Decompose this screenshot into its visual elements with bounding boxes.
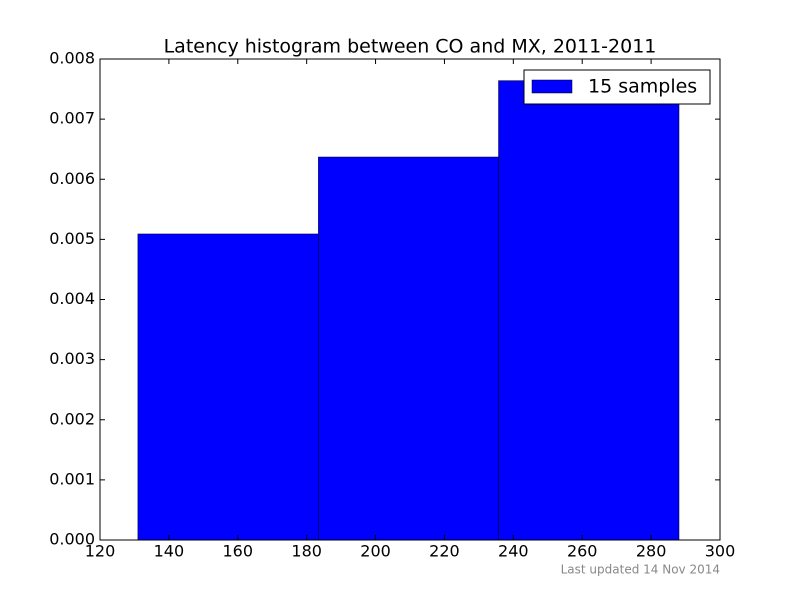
x-tick-label: 140 <box>154 542 185 561</box>
y-tick-label: 0.007 <box>49 109 95 128</box>
x-tick-label: 160 <box>223 542 254 561</box>
x-tick-label: 280 <box>636 542 667 561</box>
y-tick-label: 0.008 <box>49 49 95 68</box>
x-tick-label: 260 <box>567 542 598 561</box>
y-tick-label: 0.001 <box>49 469 95 488</box>
y-tick-label: 0.004 <box>49 289 95 308</box>
bar <box>318 156 499 541</box>
y-tick-label: 0.000 <box>49 530 95 549</box>
legend-label: 15 samples <box>588 76 697 98</box>
x-tick-label: 200 <box>360 542 391 561</box>
x-tick-label: 220 <box>429 542 460 561</box>
y-tick-label: 0.002 <box>49 409 95 428</box>
bar <box>137 233 319 541</box>
x-tick-label: 240 <box>498 542 529 561</box>
x-tick-label: 300 <box>705 542 736 561</box>
chart-title: Latency histogram between CO and MX, 201… <box>164 36 657 58</box>
y-tick-label: 0.006 <box>49 169 95 188</box>
bar <box>498 80 680 541</box>
y-tick-label: 0.003 <box>49 349 95 368</box>
footnote: Last updated 14 Nov 2014 <box>561 563 720 577</box>
x-tick-label: 120 <box>85 542 116 561</box>
legend-swatch <box>531 79 573 94</box>
x-tick-label: 180 <box>291 542 322 561</box>
y-tick-label: 0.005 <box>49 229 95 248</box>
